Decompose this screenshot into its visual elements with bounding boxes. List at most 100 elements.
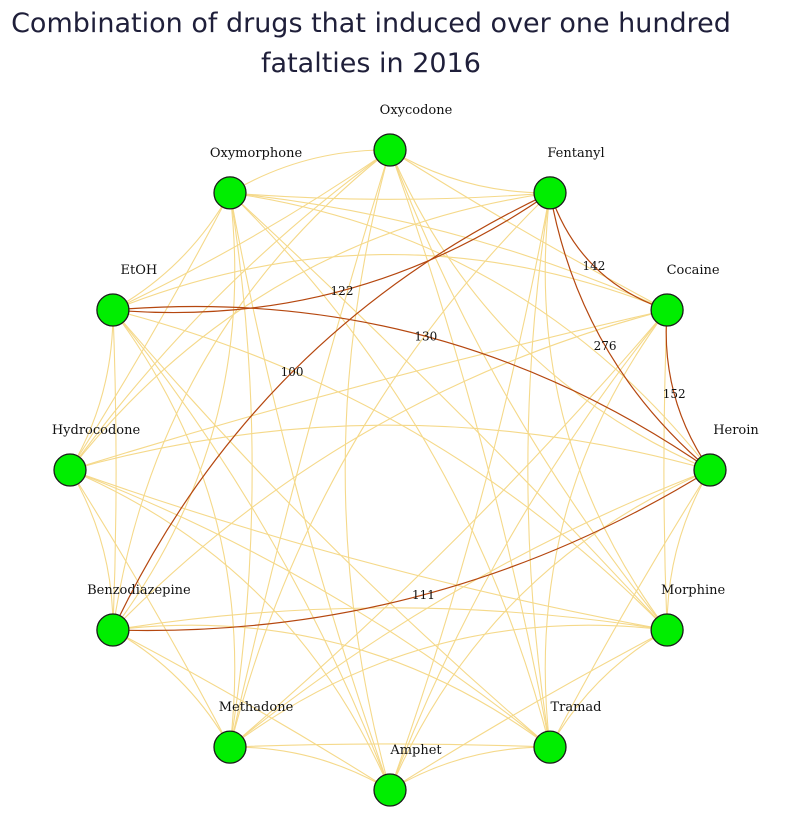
edge-cocaine-benzodiazepine: [112, 309, 668, 631]
edge-oxycodone-fentanyl: [389, 149, 551, 194]
strong-edges-layer: [112, 192, 711, 632]
strong-edge-benzodiazepine-heroin: [112, 469, 711, 632]
edge-benzodiazepine-oxymorphone: [112, 192, 236, 631]
node-label-etoh: EtOH: [121, 263, 158, 278]
edge-methadone-benzodiazepine: [112, 629, 231, 748]
chart-title: Combination of drugs that induced over o…: [0, 4, 742, 84]
node-etoh: [96, 293, 130, 327]
edge-morphine-benzodiazepine: [112, 607, 668, 631]
node-benzodiazepine: [96, 613, 130, 647]
weak-edges-layer: [69, 149, 711, 791]
edge-cocaine-morphine: [663, 309, 668, 631]
edge-hydrocodone-oxymorphone: [69, 192, 231, 471]
edge-morphine-hydrocodone: [69, 469, 668, 631]
edge-oxycodone-tramad: [389, 149, 551, 748]
node-label-benzodiazepine: Benzodiazepine: [87, 583, 191, 598]
edge-cocaine-hydrocodone: [69, 309, 668, 471]
edge-oxycodone-benzodiazepine: [112, 149, 391, 631]
node-cocaine: [650, 293, 684, 327]
edge-morphine-oxymorphone: [229, 192, 668, 631]
node-label-fentanyl: Fentanyl: [547, 146, 604, 161]
strong-edge-cocaine-heroin: [665, 309, 711, 471]
edge-fentanyl-oxymorphone: [229, 192, 551, 200]
node-label-morphine: Morphine: [661, 583, 726, 598]
node-hydrocodone: [53, 453, 87, 487]
edge-heroin-tramad: [549, 469, 711, 748]
edge-amphet-oxymorphone: [229, 192, 391, 791]
title-line-2: fatalties in 2016: [261, 48, 481, 79]
edge-amphet-etoh: [112, 309, 391, 791]
edge-oxycodone-cocaine: [389, 149, 668, 311]
edge-methadone-hydrocodone: [69, 469, 231, 748]
node-oxycodone: [373, 133, 407, 167]
edge-tramad-hydrocodone: [69, 469, 551, 748]
edge-heroin-morphine: [666, 469, 711, 631]
edge-labels-layer: 142 276 152 122 130 100 111: [281, 259, 686, 602]
edge-fentanyl-methadone: [229, 192, 551, 748]
edge-fentanyl-amphet: [389, 192, 551, 791]
edge-morphine-tramad: [549, 629, 668, 748]
edge-cocaine-methadone: [229, 309, 668, 748]
edge-cocaine-amphet: [389, 309, 668, 791]
node-labels-layer: Oxycodone Fentanyl Cocaine Heroin Morphine Tr…: [52, 103, 760, 758]
node-methadone: [213, 730, 247, 764]
node-fentanyl: [533, 176, 567, 210]
edge-heroin-oxymorphone: [229, 192, 711, 471]
edge-morphine-methadone: [229, 624, 668, 748]
edge-label-fentanyl-heroin: 276: [594, 339, 617, 353]
edge-label-fentanyl-cocaine: 142: [582, 259, 605, 273]
nodes-layer: [53, 133, 727, 807]
edge-label-benzodiazepine-fentanyl: 100: [281, 365, 304, 379]
edge-morphine-amphet: [389, 629, 668, 791]
edge-tramad-oxymorphone: [229, 192, 551, 748]
edge-etoh-oxymorphone: [112, 192, 231, 311]
edge-tramad-etoh: [112, 309, 551, 748]
strong-edge-fentanyl-heroin: [549, 192, 711, 471]
node-heroin: [693, 453, 727, 487]
edge-tramad-methadone: [229, 743, 551, 748]
edge-oxycodone-hydrocodone: [69, 149, 391, 471]
edge-tramad-benzodiazepine: [112, 624, 551, 748]
strong-edge-benzodiazepine-fentanyl: [112, 192, 551, 631]
edge-cocaine-tramad: [544, 309, 668, 748]
node-label-heroin: Heroin: [713, 423, 759, 438]
edge-label-benzodiazepine-heroin: 111: [412, 588, 435, 602]
edge-amphet-methadone: [229, 746, 391, 791]
edge-benzodiazepine-hydrocodone: [69, 469, 114, 631]
edge-label-etoh-heroin: 130: [414, 329, 437, 343]
node-amphet: [373, 773, 407, 807]
edge-fentanyl-hydrocodone: [69, 192, 551, 471]
edge-oxycodone-amphet: [344, 149, 391, 791]
edge-label-cocaine-heroin: 152: [663, 387, 686, 401]
edge-cocaine-oxymorphone: [229, 192, 668, 311]
edge-oxycodone-oxymorphone: [229, 149, 391, 194]
strong-edge-fentanyl-cocaine: [549, 192, 668, 311]
node-label-cocaine: Cocaine: [667, 263, 720, 278]
edge-amphet-benzodiazepine: [112, 629, 391, 791]
node-label-oxycodone: Oxycodone: [380, 103, 453, 118]
edge-cocaine-etoh: [112, 254, 668, 311]
node-label-amphet: Amphet: [389, 743, 442, 758]
strong-edge-etoh-fentanyl: [112, 192, 551, 314]
edge-fentanyl-tramad: [527, 192, 551, 748]
strong-edge-etoh-heroin: [112, 305, 711, 471]
edge-oxycodone-methadone: [229, 149, 391, 748]
edge-label-etoh-fentanyl: 122: [331, 284, 354, 298]
edge-fentanyl-morphine: [544, 192, 668, 631]
edge-methadone-etoh: [112, 309, 236, 748]
edge-morphine-etoh: [112, 309, 668, 631]
node-label-hydrocodone: Hydrocodone: [52, 423, 141, 438]
edge-benzodiazepine-etoh: [112, 309, 117, 631]
node-oxymorphone: [213, 176, 247, 210]
edge-hydrocodone-etoh: [69, 309, 114, 471]
edge-methadone-oxymorphone: [229, 192, 253, 748]
edge-heroin-amphet: [389, 469, 711, 791]
edge-oxycodone-etoh: [112, 149, 391, 311]
edge-oxycodone-morphine: [389, 149, 668, 631]
edge-tramad-amphet: [389, 746, 551, 791]
node-label-oxymorphone: Oxymorphone: [210, 146, 303, 161]
node-label-tramad: Tramad: [550, 700, 601, 715]
edge-heroin-hydrocodone: [69, 424, 711, 471]
node-morphine: [650, 613, 684, 647]
